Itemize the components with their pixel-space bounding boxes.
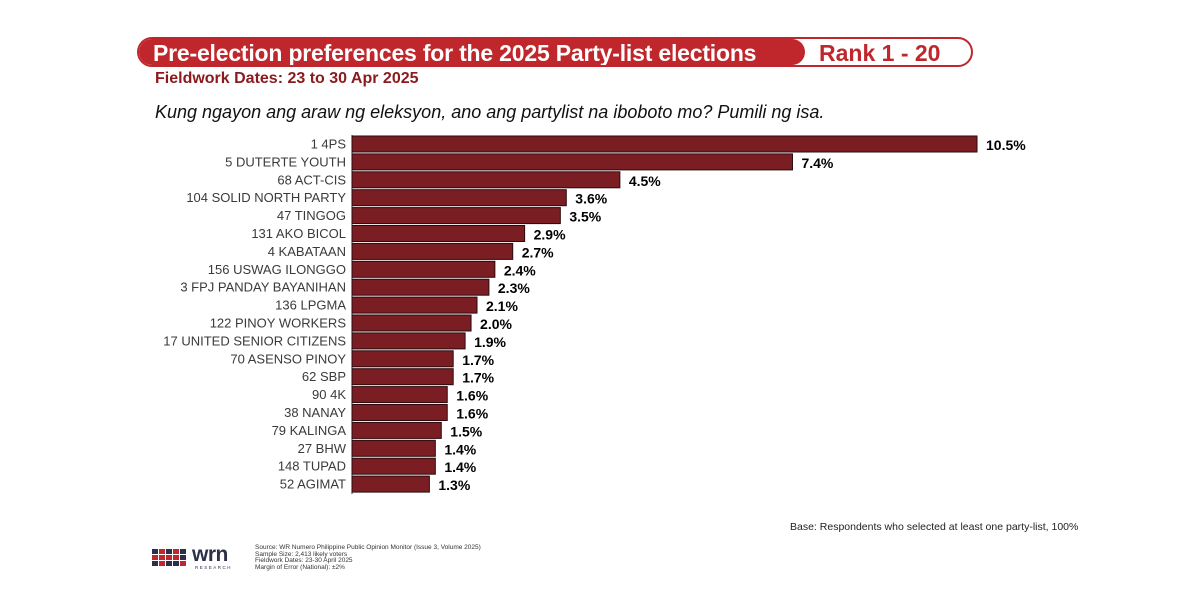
rank-label: Rank 1 - 20 (819, 40, 941, 66)
logo-square (180, 555, 186, 560)
bar (351, 386, 448, 404)
bar (351, 350, 454, 368)
value-label: 1.6% (456, 388, 488, 404)
value-label: 2.3% (498, 280, 530, 296)
category-label: 156 USWAG ILONGGO (208, 262, 346, 277)
category-label: 3 FPJ PANDAY BAYANIHAN (180, 280, 346, 295)
bar (351, 225, 526, 242)
bar (351, 475, 430, 493)
logo-square (166, 549, 172, 554)
bar (351, 439, 436, 457)
category-label: 1 4PS (311, 137, 347, 152)
value-label: 1.7% (462, 352, 494, 368)
survey-question: Kung ngayon ang araw ng eleksyon, ano an… (155, 102, 825, 122)
wrn-logo: wrn RESEARCH (152, 543, 244, 571)
bar (351, 171, 621, 189)
category-label: 148 TUPAD (278, 459, 346, 474)
logo-grid-icon (152, 549, 188, 567)
logo-square (180, 549, 186, 554)
category-label: 131 AKO BICOL (251, 226, 346, 241)
logo-square (166, 555, 172, 560)
value-label: 1.5% (450, 423, 482, 439)
category-label: 62 SBP (302, 369, 346, 384)
category-label: 122 PINOY WORKERS (210, 316, 347, 331)
source-line: Sample Size: 2,413 likely voters (255, 550, 348, 558)
bar (351, 457, 436, 475)
chart-header: Pre-election preferences for the 2025 Pa… (137, 37, 973, 67)
bar (351, 153, 793, 171)
logo-square (173, 555, 179, 560)
logo-square (159, 561, 165, 566)
value-label: 2.9% (534, 227, 566, 243)
source-notes: Source: WR Numero Philippine Public Opin… (255, 544, 481, 571)
bar (351, 332, 466, 350)
category-label: 68 ACT-CIS (277, 172, 346, 187)
logo-square (159, 555, 165, 560)
logo-square (152, 549, 158, 554)
bar (351, 296, 478, 314)
value-label: 7.4% (801, 155, 833, 171)
value-label: 1.7% (462, 370, 494, 386)
category-label: 4 KABATAAN (268, 244, 346, 259)
category-label: 136 LPGMA (275, 298, 346, 313)
logo-text: wrn (192, 543, 228, 566)
fieldwork-dates: Fieldwork Dates: 23 to 30 Apr 2025 (155, 70, 419, 87)
category-label: 27 BHW (298, 441, 347, 456)
bar (351, 189, 567, 207)
value-label: 1.4% (444, 459, 476, 475)
logo-square (152, 561, 158, 566)
category-label: 90 4K (312, 387, 346, 402)
logo-square (173, 561, 179, 566)
value-label: 10.5% (986, 137, 1026, 153)
base-note: Base: Respondents who selected at least … (790, 521, 1079, 533)
source-line: Source: WR Numero Philippine Public Opin… (255, 544, 481, 551)
value-label: 2.0% (480, 316, 512, 332)
header-title-band (139, 39, 805, 65)
value-label: 1.9% (474, 334, 506, 350)
logo-square (166, 561, 172, 566)
bar (351, 207, 561, 225)
bar (351, 135, 978, 153)
category-label: 79 KALINGA (272, 423, 347, 438)
logo-square (173, 549, 179, 554)
category-label: 47 TINGOG (277, 208, 346, 223)
logo-square (159, 549, 165, 554)
value-label: 2.1% (486, 298, 518, 314)
value-label: 3.6% (575, 191, 607, 207)
bar (351, 421, 442, 439)
value-label: 3.5% (569, 209, 601, 225)
value-label: 2.7% (522, 244, 554, 260)
category-label: 52 AGIMAT (280, 477, 346, 492)
value-label: 1.3% (438, 477, 470, 493)
logo-subtext: RESEARCH (195, 565, 233, 570)
source-line: Margin of Error (National): ±2% (255, 563, 345, 571)
source-line: Fieldwork Dates: 23-30 April 2025 (255, 557, 353, 565)
category-label: 38 NANAY (284, 405, 346, 420)
bar (351, 260, 496, 278)
bar (351, 314, 472, 332)
value-label: 1.6% (456, 406, 488, 422)
category-label: 70 ASENSO PINOY (230, 351, 346, 366)
value-label: 1.4% (444, 441, 476, 457)
value-label: 4.5% (629, 173, 661, 189)
bar (351, 278, 490, 296)
logo-square (180, 561, 186, 566)
logo-square (152, 555, 158, 560)
chart-title: Pre-election preferences for the 2025 Pa… (153, 40, 757, 66)
bar (351, 242, 514, 260)
bar (351, 368, 454, 386)
category-label: 17 UNITED SENIOR CITIZENS (163, 333, 346, 348)
category-label: 5 DUTERTE YOUTH (225, 154, 346, 169)
value-label: 2.4% (504, 262, 536, 278)
bar (351, 404, 448, 421)
category-label: 104 SOLID NORTH PARTY (186, 190, 346, 205)
